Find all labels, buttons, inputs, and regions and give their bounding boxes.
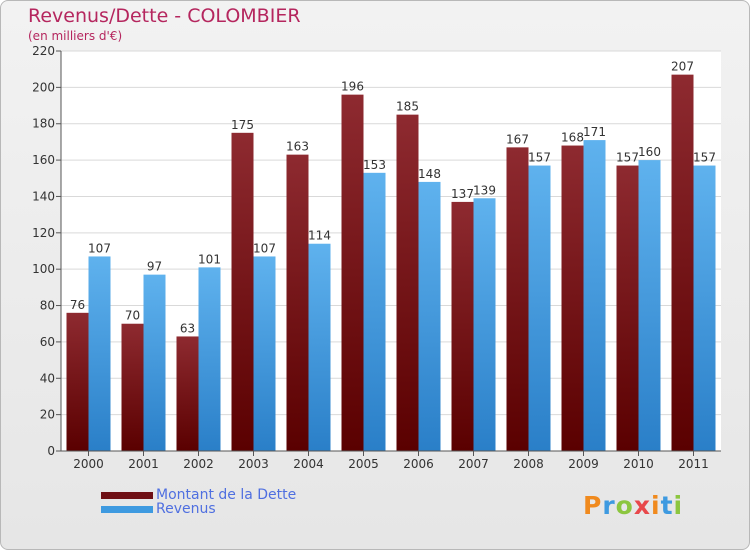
- data-label-revenus: 160: [638, 145, 661, 159]
- bar-debt: [176, 336, 199, 451]
- bar-revenus: [198, 267, 221, 451]
- x-tick-label: 2008: [513, 457, 544, 471]
- x-tick-label: 2000: [73, 457, 104, 471]
- data-label-revenus: 157: [693, 151, 716, 165]
- y-tick-label: 20: [40, 408, 55, 422]
- data-label-debt: 163: [286, 140, 309, 154]
- bar-revenus: [363, 172, 386, 451]
- chart-title: Revenus/Dette - COLOMBIER: [28, 5, 301, 27]
- data-label-debt: 207: [671, 60, 694, 74]
- bar-debt: [616, 165, 639, 451]
- y-tick-label: 100: [32, 262, 55, 276]
- x-tick-label: 2004: [293, 457, 324, 471]
- proxiti-logo: Proxiti: [583, 491, 683, 520]
- y-tick-label: 140: [32, 189, 55, 203]
- bar-revenus: [583, 140, 606, 451]
- x-tick-label: 2003: [238, 457, 269, 471]
- x-tick-label: 2002: [183, 457, 214, 471]
- data-label-debt: 157: [616, 151, 639, 165]
- y-tick-label: 40: [40, 371, 55, 385]
- y-tick-label: 0: [47, 444, 55, 458]
- bar-debt: [671, 74, 694, 452]
- data-label-debt: 76: [70, 298, 85, 312]
- data-label-revenus: 114: [308, 229, 331, 243]
- bar-debt: [286, 154, 309, 452]
- x-tick-label: 2001: [128, 457, 159, 471]
- x-tick-label: 2009: [568, 457, 599, 471]
- bar-revenus: [253, 256, 276, 451]
- data-label-debt: 196: [341, 80, 364, 94]
- bar-revenus: [418, 181, 441, 451]
- data-label-debt: 70: [125, 309, 140, 323]
- bar-revenus: [693, 165, 716, 451]
- y-tick-label: 180: [32, 117, 55, 131]
- y-tick-label: 60: [40, 335, 55, 349]
- bar-debt: [66, 312, 89, 451]
- y-tick-label: 220: [32, 44, 55, 58]
- x-tick-label: 2007: [458, 457, 489, 471]
- data-label-debt: 63: [180, 321, 195, 335]
- bar-debt: [396, 114, 419, 452]
- legend-item-revenus: Revenus: [101, 501, 216, 517]
- legend-item-debt: Montant de la Dette: [101, 487, 296, 503]
- data-label-debt: 167: [506, 132, 529, 146]
- bar-debt: [121, 323, 144, 451]
- y-tick-label: 120: [32, 226, 55, 240]
- logo-letter: i: [651, 491, 661, 520]
- bar-revenus: [638, 160, 661, 451]
- bar-revenus: [473, 198, 496, 451]
- bar-revenus: [143, 274, 166, 451]
- data-label-debt: 168: [561, 131, 584, 145]
- data-label-revenus: 153: [363, 158, 386, 172]
- x-tick-label: 2005: [348, 457, 379, 471]
- logo-letter: P: [583, 491, 603, 520]
- bar-revenus: [308, 243, 331, 451]
- bar-debt: [231, 132, 254, 451]
- data-label-revenus: 148: [418, 167, 441, 181]
- x-tick-label: 2006: [403, 457, 434, 471]
- legend-swatch-revenus: [101, 505, 153, 513]
- legend-label-debt: Montant de la Dette: [156, 487, 297, 503]
- data-label-revenus: 157: [528, 151, 551, 165]
- logo-letter: o: [615, 491, 634, 520]
- data-label-revenus: 101: [198, 252, 221, 266]
- data-label-revenus: 107: [253, 241, 276, 255]
- data-label-revenus: 107: [88, 241, 111, 255]
- logo-letter: r: [602, 491, 616, 520]
- y-tick-label: 160: [32, 153, 55, 167]
- bar-debt: [561, 145, 584, 451]
- data-label-revenus: 171: [583, 125, 606, 139]
- data-label-debt: 137: [451, 187, 474, 201]
- x-tick-label: 2011: [678, 457, 709, 471]
- logo-letter: t: [660, 491, 674, 520]
- logo-letter: x: [633, 491, 651, 520]
- bar-debt: [451, 201, 474, 451]
- y-tick-label: 200: [32, 80, 55, 94]
- legend-label-revenus: Revenus: [156, 501, 216, 517]
- legend-swatch-debt: [101, 491, 153, 499]
- x-tick-label: 2010: [623, 457, 654, 471]
- y-tick-label: 80: [40, 299, 55, 313]
- data-label-debt: 175: [231, 118, 254, 132]
- data-label-revenus: 97: [147, 260, 162, 274]
- chart-subtitle: (en milliers d'€): [28, 29, 123, 43]
- bar-revenus: [528, 165, 551, 451]
- bar-debt: [506, 147, 529, 451]
- plot-area: [61, 51, 721, 451]
- bar-debt: [341, 94, 364, 452]
- logo-letter: i: [673, 491, 684, 520]
- data-label-debt: 185: [396, 100, 419, 114]
- bar-revenus: [88, 256, 111, 451]
- data-label-revenus: 139: [473, 183, 496, 197]
